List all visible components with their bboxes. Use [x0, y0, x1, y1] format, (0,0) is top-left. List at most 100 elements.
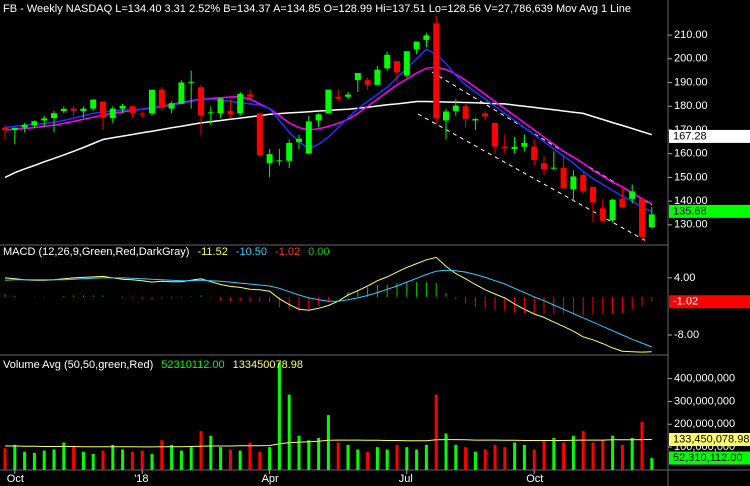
axis-tag — [669, 129, 750, 143]
trend-line — [431, 71, 653, 206]
axis-tag — [669, 451, 750, 465]
volume-bar — [219, 447, 223, 470]
candle-body — [648, 214, 655, 228]
candle-body — [90, 99, 97, 109]
candle-body — [619, 198, 626, 208]
candle-body — [570, 176, 577, 190]
y-tick-label: 4.00 — [674, 272, 695, 284]
candle-body — [541, 163, 547, 170]
volume-bar — [336, 442, 340, 470]
candle-body — [217, 98, 224, 114]
volume-bar — [385, 449, 389, 470]
volume-bar — [601, 440, 605, 470]
volume-bar — [424, 444, 428, 470]
candle-body — [276, 160, 283, 162]
candle-body — [237, 93, 244, 114]
volume-bar — [356, 449, 360, 470]
candle-body — [168, 103, 175, 109]
legend-value: 0.00 — [308, 246, 329, 258]
chart-header: FB - Weekly NASDAQ L=134.40 3.31 2.52% B… — [3, 3, 631, 15]
volume-bar — [62, 442, 66, 470]
volume-bar — [454, 444, 458, 470]
volume-bar — [170, 444, 174, 470]
candle-body — [423, 35, 430, 40]
axis-tag-label: 167.28 — [673, 130, 707, 142]
volume-bar — [52, 449, 56, 470]
candle-body — [413, 41, 420, 50]
candle-body — [139, 113, 146, 115]
candle-body — [462, 106, 469, 119]
candle-body — [41, 118, 48, 121]
volume-bar — [513, 442, 517, 470]
axis-tag-label: 135.68 — [673, 205, 707, 217]
candle-body — [325, 89, 332, 114]
volume-bar — [179, 450, 183, 470]
candle-body — [521, 143, 528, 147]
volume-bar — [483, 449, 487, 470]
volume-bar — [620, 444, 624, 470]
candle-body — [443, 111, 449, 121]
volume-bar — [473, 451, 477, 470]
candle-body — [31, 121, 38, 126]
volume-bar — [23, 451, 27, 470]
volume-bar — [581, 431, 585, 470]
y-tick-label: 400,000,000 — [674, 372, 735, 384]
volume-bar — [591, 442, 595, 470]
volume-bar — [375, 447, 379, 470]
candle-body — [550, 167, 557, 169]
volume-bar — [130, 451, 134, 470]
candle-body — [629, 191, 636, 199]
volume-bar — [228, 449, 232, 470]
volume-bar — [150, 454, 154, 470]
x-tick-label: Oct — [526, 473, 543, 485]
candle-body — [149, 89, 155, 114]
axis-tag — [669, 432, 750, 446]
y-tick-label: 150.00 — [674, 171, 708, 183]
volume-bar — [258, 451, 262, 470]
candle-body — [11, 127, 18, 130]
candle-body — [364, 80, 371, 85]
volume-bar — [562, 442, 566, 470]
axis-tag — [669, 204, 750, 218]
volume-bar — [503, 447, 507, 470]
y-tick-label: 210.00 — [674, 29, 708, 41]
candle-body — [580, 175, 587, 192]
candle-body — [266, 154, 273, 164]
volume-bar — [366, 451, 370, 470]
trend-line — [417, 113, 649, 243]
candle-body — [315, 114, 322, 121]
volume-bar — [3, 448, 7, 470]
candle-body — [335, 96, 342, 99]
candle-body — [433, 23, 440, 119]
volume-bar — [121, 449, 125, 470]
volume-bar — [307, 440, 311, 470]
volume-bar — [346, 444, 350, 470]
volume-bar — [464, 447, 468, 470]
volume-bar — [326, 415, 330, 470]
axis-tag — [669, 295, 750, 309]
candle-body — [560, 167, 567, 189]
candle-body — [403, 51, 410, 76]
x-tick-label: Jul — [399, 473, 413, 485]
candle-body — [178, 82, 185, 104]
candle-body — [247, 94, 253, 97]
candle-body — [599, 208, 606, 221]
candle-body — [188, 81, 195, 83]
volume-bar — [532, 449, 536, 470]
volume-bar — [395, 444, 399, 470]
volume-bar — [42, 450, 46, 470]
candle-body — [531, 146, 538, 161]
candle-body — [472, 119, 479, 121]
candle-body — [60, 108, 67, 111]
x-tick-label: '18 — [134, 473, 148, 485]
y-tick-label: 140.00 — [674, 195, 708, 207]
macd-line — [4, 269, 652, 348]
y-tick-label: 200.00 — [674, 53, 708, 65]
volume-bar — [444, 433, 448, 470]
legend-value: -11.52 — [197, 246, 227, 258]
volume-bar — [238, 450, 242, 470]
candle-body — [129, 106, 136, 113]
candle-body — [21, 124, 28, 128]
volume-bar — [72, 447, 76, 470]
axis-tag-label: 133,450,078.98 — [673, 433, 749, 445]
